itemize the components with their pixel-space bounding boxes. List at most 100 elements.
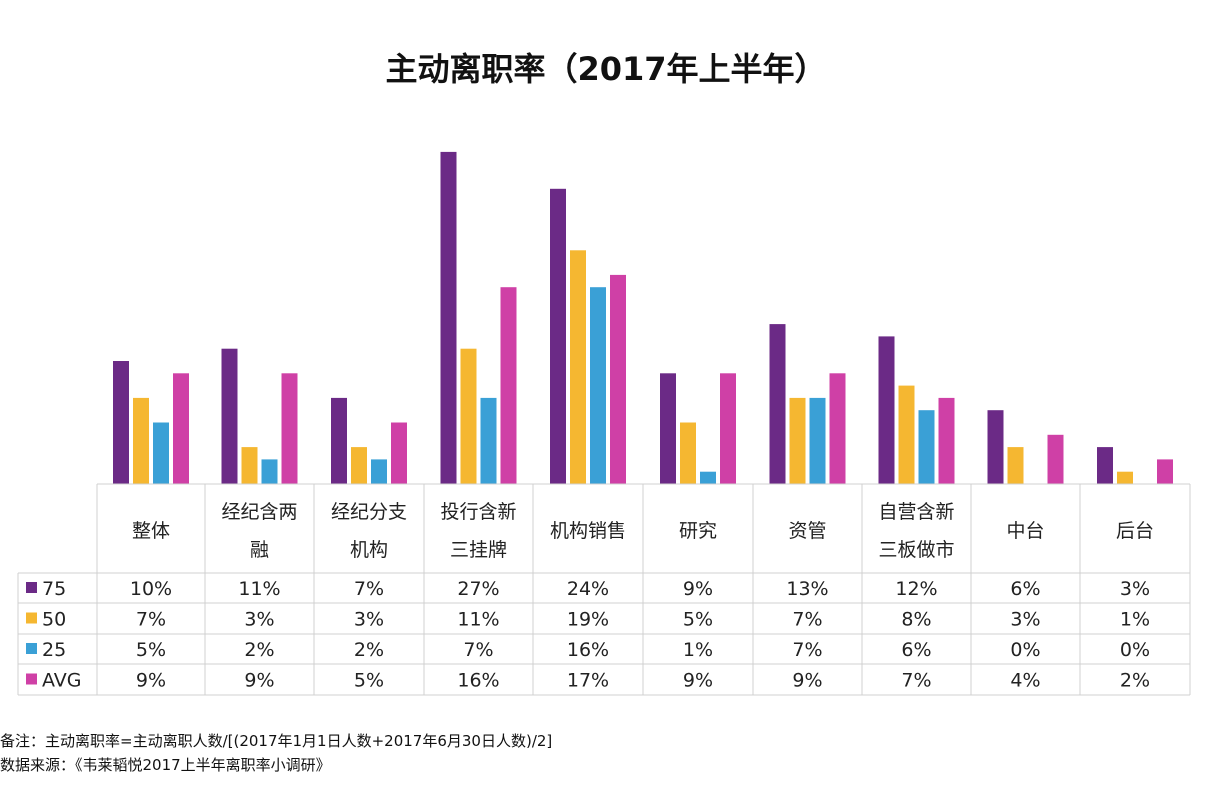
data-label-75-2: 7% bbox=[354, 578, 384, 600]
bar-avg-0 bbox=[173, 373, 189, 484]
bar-avg-8 bbox=[1047, 434, 1064, 484]
category-label-3: 投行含新三挂牌 bbox=[440, 501, 516, 561]
data-label-50-7: 8% bbox=[901, 609, 931, 631]
category-label-2: 经纪分支机构 bbox=[331, 501, 407, 561]
category-label-7: 自营含新三板做市 bbox=[878, 501, 954, 561]
legend-swatch-75 bbox=[26, 582, 37, 593]
bar-25-0 bbox=[153, 422, 169, 484]
bar-50-9 bbox=[1117, 471, 1133, 484]
bar-50-0 bbox=[133, 397, 149, 484]
data-label-50-3: 11% bbox=[457, 609, 499, 631]
bar-75-6 bbox=[769, 324, 786, 484]
bar-50-8 bbox=[1007, 447, 1024, 484]
legend-swatch-avg bbox=[26, 673, 37, 685]
bar-25-2 bbox=[371, 459, 387, 484]
formula-note: 备注：主动离职率=主动离职人数/[(2017年1月1日人数+2017年6月30日… bbox=[0, 732, 553, 750]
chart-title: 主动离职率（2017年上半年） bbox=[385, 50, 827, 88]
bar-75-7 bbox=[878, 336, 895, 484]
bar-avg-2 bbox=[391, 422, 407, 484]
data-label-75-8: 6% bbox=[1010, 578, 1040, 600]
bar-50-3 bbox=[460, 348, 477, 484]
category-label-1: 经纪含两融 bbox=[221, 501, 297, 561]
data-label-25-3: 7% bbox=[463, 639, 493, 661]
bar-50-6 bbox=[789, 397, 806, 484]
data-label-25-8: 0% bbox=[1010, 639, 1040, 661]
bar-25-6 bbox=[809, 397, 826, 484]
data-label-75-9: 3% bbox=[1120, 578, 1150, 600]
data-label-75-3: 27% bbox=[457, 578, 499, 600]
bar-75-2 bbox=[331, 397, 347, 484]
bar-50-7 bbox=[898, 385, 915, 484]
legend-label-avg: AVG bbox=[42, 670, 82, 692]
data-label-50-2: 3% bbox=[354, 609, 384, 631]
bar-25-1 bbox=[261, 459, 278, 484]
data-label-75-4: 24% bbox=[567, 578, 609, 600]
data-label-75-0: 10% bbox=[130, 578, 172, 600]
bar-50-1 bbox=[241, 447, 258, 484]
category-label-0: 整体 bbox=[132, 520, 170, 542]
data-label-50-1: 3% bbox=[244, 609, 274, 631]
bar-25-7 bbox=[918, 410, 935, 484]
bar-75-9 bbox=[1097, 447, 1113, 484]
legend-label-75: 75 bbox=[42, 578, 66, 600]
bar-75-8 bbox=[987, 410, 1004, 484]
bar-avg-9 bbox=[1157, 459, 1173, 484]
data-label-25-1: 2% bbox=[244, 639, 274, 661]
bar-50-2 bbox=[351, 447, 367, 484]
bar-avg-5 bbox=[720, 373, 736, 484]
data-label-75-5: 9% bbox=[683, 578, 713, 600]
data-label-avg-2: 5% bbox=[354, 670, 384, 692]
data-label-25-7: 6% bbox=[901, 639, 931, 661]
data-label-50-5: 5% bbox=[683, 609, 713, 631]
bar-75-0 bbox=[113, 361, 129, 484]
bar-50-4 bbox=[570, 250, 586, 484]
bar-75-4 bbox=[550, 188, 566, 485]
data-label-50-6: 7% bbox=[792, 609, 822, 631]
bar-50-5 bbox=[680, 422, 696, 484]
data-label-25-2: 2% bbox=[354, 639, 384, 661]
category-label-4: 机构销售 bbox=[550, 520, 626, 542]
bar-75-3 bbox=[440, 151, 457, 484]
data-label-75-1: 11% bbox=[238, 578, 280, 600]
source-note: 数据来源：《韦莱韬悦2017上半年离职率小调研》 bbox=[0, 756, 331, 774]
bar-75-5 bbox=[660, 373, 676, 484]
data-label-50-4: 19% bbox=[567, 609, 609, 631]
category-label-8: 中台 bbox=[1006, 520, 1044, 542]
data-label-avg-5: 9% bbox=[683, 670, 713, 692]
bar-avg-6 bbox=[829, 373, 846, 484]
bar-avg-3 bbox=[500, 287, 517, 484]
bar-75-1 bbox=[221, 348, 238, 484]
data-label-25-5: 1% bbox=[683, 639, 713, 661]
data-label-50-0: 7% bbox=[136, 609, 166, 631]
data-label-avg-0: 9% bbox=[136, 670, 166, 692]
data-label-50-8: 3% bbox=[1010, 609, 1040, 631]
data-label-avg-9: 2% bbox=[1120, 670, 1150, 692]
data-label-75-6: 13% bbox=[786, 578, 828, 600]
data-label-25-4: 16% bbox=[567, 639, 609, 661]
data-label-avg-7: 7% bbox=[901, 670, 931, 692]
bar-avg-1 bbox=[281, 373, 298, 484]
legend-swatch-50 bbox=[26, 612, 37, 624]
data-label-75-7: 12% bbox=[895, 578, 937, 600]
category-label-5: 研究 bbox=[679, 520, 717, 542]
legend-label-25: 25 bbox=[42, 639, 66, 661]
bar-avg-7 bbox=[938, 397, 955, 484]
data-label-25-9: 0% bbox=[1120, 639, 1150, 661]
data-label-50-9: 1% bbox=[1120, 609, 1150, 631]
legend-label-50: 50 bbox=[42, 609, 66, 631]
data-label-25-0: 5% bbox=[136, 639, 166, 661]
bar-25-4 bbox=[590, 287, 606, 484]
bar-avg-4 bbox=[610, 274, 626, 484]
data-label-avg-4: 17% bbox=[567, 670, 609, 692]
data-label-avg-8: 4% bbox=[1010, 670, 1040, 692]
legend-swatch-25 bbox=[26, 643, 37, 654]
data-label-avg-6: 9% bbox=[792, 670, 822, 692]
bar-25-5 bbox=[700, 471, 716, 484]
data-label-avg-3: 16% bbox=[457, 670, 499, 692]
bar-25-3 bbox=[480, 397, 497, 484]
category-label-9: 后台 bbox=[1116, 520, 1154, 542]
category-label-6: 资管 bbox=[788, 520, 826, 542]
data-label-25-6: 7% bbox=[792, 639, 822, 661]
data-label-avg-1: 9% bbox=[244, 670, 274, 692]
